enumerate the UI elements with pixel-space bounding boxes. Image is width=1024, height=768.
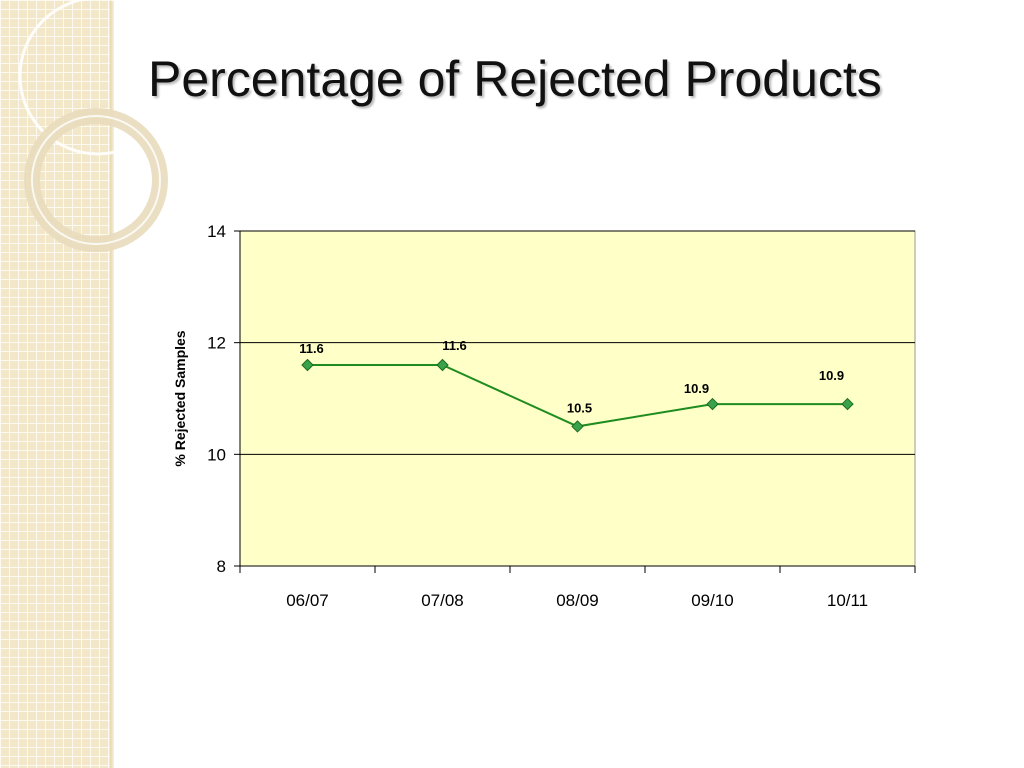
x-tick-label: 07/08: [421, 591, 464, 610]
x-tick-label: 09/10: [691, 591, 734, 610]
data-label: 10.5: [567, 400, 592, 415]
y-tick-label: 8: [217, 557, 226, 576]
decorative-ring-large: [18, 0, 178, 156]
data-label: 11.6: [442, 338, 467, 353]
side-band-edge: [110, 0, 114, 768]
y-tick-label: 10: [207, 445, 226, 464]
decorative-ring-highlight: [31, 115, 161, 245]
y-tick-label: 14: [207, 222, 226, 241]
y-tick-label: 12: [207, 334, 226, 353]
data-point-marker: [301, 358, 314, 372]
data-point-marker: [571, 420, 584, 433]
axes: [234, 230, 916, 573]
data-point-marker: [841, 397, 854, 411]
data-label: 10.9: [684, 381, 709, 396]
gridlines: [240, 230, 915, 455]
plot-area: [239, 230, 916, 567]
x-tick-label: 08/09: [556, 591, 599, 610]
x-tick-label: 10/11: [827, 591, 868, 610]
labels: 8 10 12 14 06/07 07/08 08/09 09/10 10/11 % Reject…: [172, 222, 868, 610]
data-point-marker: [706, 397, 719, 411]
y-axis-title: % Rejected Samples: [172, 330, 188, 466]
data-point-marker: [436, 358, 449, 372]
page-title: Percentage of Rejected Products: [148, 51, 882, 107]
x-tick-label: 06/07: [286, 591, 329, 610]
series-line-group: [301, 358, 854, 433]
decorative-rings: [18, 0, 178, 252]
data-label: 11.6: [299, 341, 324, 356]
data-label: 10.9: [819, 368, 844, 383]
